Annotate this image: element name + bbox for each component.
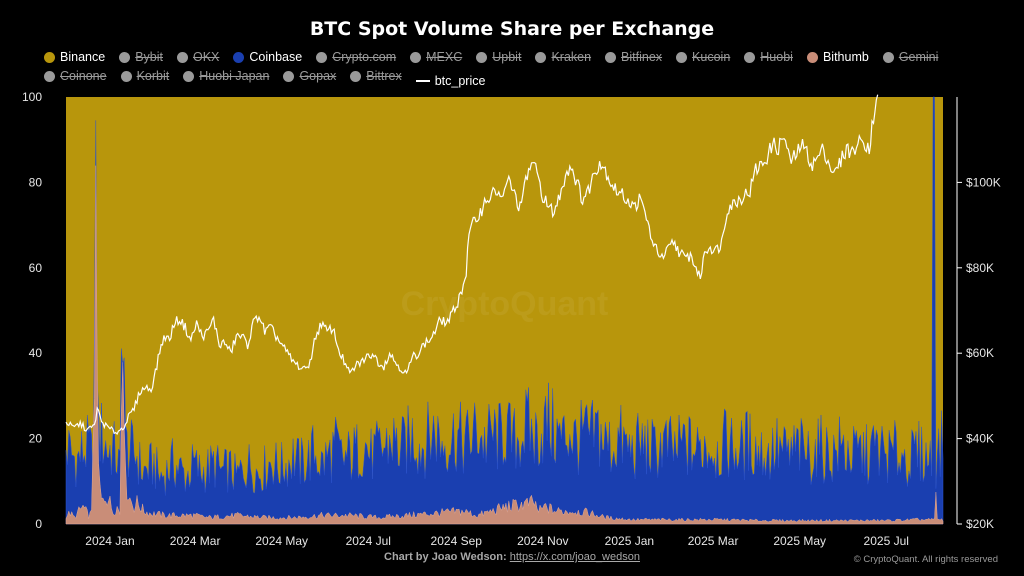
chart-credit: Chart by Joao Wedson: https://x.com/joao… [0,551,1024,563]
legend: Binance Bybit OKX Coinbase Crypto.com MEXC Upb… [44,49,994,90]
legend-label: Bybit [135,50,163,64]
legend-item-okx[interactable]: OKX [176,49,220,66]
x-axis-tick: 2024 Mar [170,534,221,548]
legend-marker [410,52,422,63]
legend-marker [233,52,245,63]
legend-label: Kucoin [692,50,731,64]
legend-marker [350,71,362,82]
legend-item-huobi-japan[interactable]: Huobi Japan [183,68,269,85]
legend-label: Korbit [136,69,170,83]
legend-item-gemini[interactable]: Gemini [882,49,939,66]
legend-marker [744,52,756,63]
x-axis-tick: 2024 Jan [85,534,134,548]
x-axis-tick: 2024 May [255,534,308,548]
legend-marker [605,52,617,63]
legend-marker [44,71,55,82]
legend-item-crypto-com[interactable]: Crypto.com [316,49,396,66]
right-axis-tick: $40K [966,432,994,446]
legend-label: Binance [60,50,106,64]
legend-item-korbit[interactable]: Korbit [120,68,170,85]
x-axis-tick: 2025 May [773,534,826,548]
right-axis-tick: $60K [966,346,994,360]
legend-label: Huobi [760,50,793,64]
right-axis-tick: $80K [966,261,994,275]
legend-item-bitfinex[interactable]: Bitfinex [605,49,662,66]
x-axis-tick: 2025 Jul [864,534,909,548]
legend-item-btc-price[interactable]: btc_price [415,73,486,90]
left-axis-tick: 80 [29,175,43,189]
left-axis-tick: 0 [35,517,42,531]
legend-label: Huobi Japan [199,69,270,83]
x-axis-tick: 2024 Nov [517,534,568,548]
area-bithumb [65,165,944,525]
legend-label: Coinone [60,69,107,83]
legend-item-kraken[interactable]: Kraken [535,49,591,66]
legend-item-huobi[interactable]: Huobi [744,49,793,66]
left-axis-tick: 100 [22,90,42,104]
legend-marker [806,52,818,63]
legend-marker [176,52,188,63]
legend-marker [44,52,55,63]
copyright: © CryptoQuant. All rights reserved [853,554,998,565]
legend-item-binance[interactable]: Binance [44,49,105,66]
legend-item-upbit[interactable]: Upbit [476,49,521,66]
legend-label: Bittrex [366,69,402,83]
x-axis-tick: 2024 Sep [431,534,483,548]
right-axis-tick: $20K [966,517,994,531]
legend-item-gopax[interactable]: Gopax [283,68,336,85]
legend-label: MEXC [426,50,463,64]
credit-prefix: Chart by Joao Wedson: [384,551,507,563]
legend-marker [119,52,131,63]
legend-marker [676,52,688,63]
right-axis-tick: $100K [966,175,1001,189]
legend-label: Kraken [551,50,592,64]
line-btc-price [65,94,879,436]
legend-label: Gemini [898,50,939,64]
left-axis-tick: 40 [29,346,43,360]
legend-item-coinbase[interactable]: Coinbase [233,49,302,66]
legend-label: Bitfinex [621,50,663,64]
legend-item-bithumb[interactable]: Bithumb [806,49,869,66]
legend-marker [316,52,328,63]
x-axis-tick: 2024 Jul [346,534,391,548]
x-axis-tick: 2025 Mar [688,534,739,548]
legend-item-bittrex[interactable]: Bittrex [350,68,402,85]
area-coinbase [65,96,944,525]
legend-marker [415,80,430,82]
legend-marker [882,52,894,63]
legend-label: OKX [192,50,220,64]
legend-label: Bithumb [822,50,869,64]
legend-item-kucoin[interactable]: Kucoin [676,49,730,66]
legend-marker [183,71,195,82]
legend-marker [535,52,547,63]
legend-item-mexc[interactable]: MEXC [410,49,462,66]
left-axis-tick: 60 [29,261,43,275]
left-axis-tick: 20 [29,432,43,446]
legend-label: btc_price [434,73,486,88]
legend-label: Crypto.com [332,50,397,64]
chart-title: BTC Spot Volume Share per Exchange [309,18,715,40]
credit-link[interactable]: https://x.com/joao_wedson [509,551,640,563]
legend-marker [120,71,132,82]
legend-label: Gopax [299,69,337,83]
legend-label: Coinbase [249,50,303,64]
legend-marker [476,52,488,63]
watermark: CryptoQuant [401,285,609,323]
legend-label: Upbit [492,50,522,64]
legend-item-coinone[interactable]: Coinone [44,68,107,85]
x-axis-tick: 2025 Jan [605,534,654,548]
legend-item-bybit[interactable]: Bybit [119,49,163,66]
legend-marker [283,71,295,82]
